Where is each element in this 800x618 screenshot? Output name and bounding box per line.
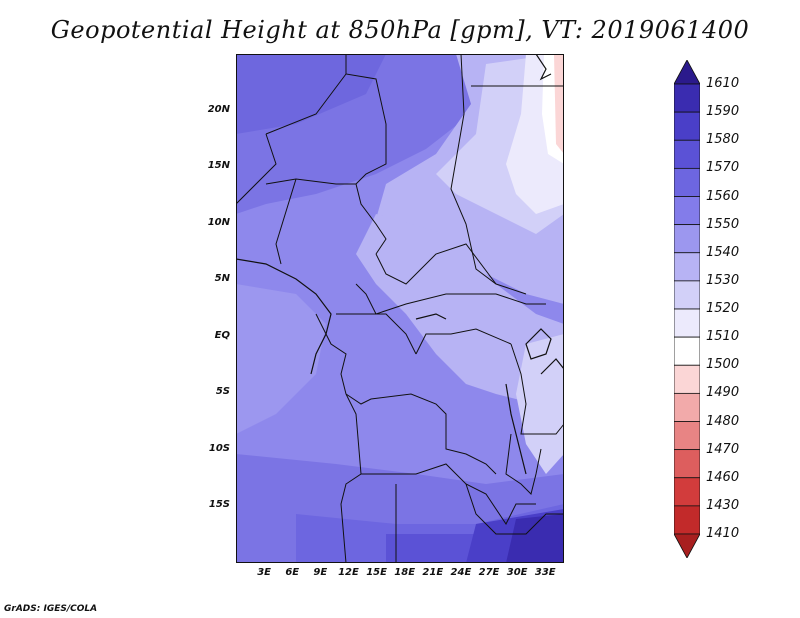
longitude-tick-label: 18E <box>394 567 416 578</box>
latitude-tick-label: 20N <box>207 103 230 115</box>
colorbar-tick-label: 1510 <box>706 329 740 345</box>
colorbar <box>674 60 700 558</box>
latitude-tick-label: 15N <box>207 160 230 172</box>
colorbar-bin <box>674 83 700 113</box>
colorbar-bin <box>674 364 700 394</box>
map-canvas <box>236 54 564 563</box>
colorbar-tick-label: 1590 <box>706 104 740 120</box>
longitude-tick-label: 24E <box>450 567 472 578</box>
colorbar-bin <box>674 196 700 226</box>
longitude-tick-label: 21E <box>422 567 444 578</box>
colorbar-bin <box>674 336 700 366</box>
colorbar-tick-label: 1610 <box>706 76 740 91</box>
colorbar-tick-label: 1530 <box>706 272 740 288</box>
contour-fill-1530-central <box>356 214 564 414</box>
coastlines-lakes <box>236 54 564 475</box>
colorbar-bin <box>674 111 700 141</box>
colorbar-bin <box>674 308 700 338</box>
colorbar-tick-label: 1500 <box>706 357 740 373</box>
longitude-tick-label: 12E <box>338 567 359 578</box>
colorbar-tick-label: 1560 <box>706 188 740 204</box>
colorbar-bin <box>674 252 700 282</box>
colorbar-tick-label: 1580 <box>706 132 740 148</box>
colorbar-bin <box>674 60 700 85</box>
map-title: Geopotential Height at 850hPa [gpm], VT:… <box>50 16 750 44</box>
longitude-tick-label: 6E <box>285 567 300 578</box>
colorbar-tick-label: 1410 <box>706 526 740 541</box>
colorbar-tick-label: 1520 <box>706 301 740 316</box>
colorbar-bin <box>674 167 700 197</box>
colorbar-tick-label: 1490 <box>706 385 740 401</box>
grads-credit: GrADS: IGES/COLA <box>4 604 98 614</box>
colorbar-bin <box>674 449 700 479</box>
colorbar-tick-label: 1460 <box>706 469 740 485</box>
longitude-tick-label: 33E <box>534 567 556 578</box>
colorbar-bin <box>674 477 700 507</box>
colorbar-tick-label: 1570 <box>706 160 740 176</box>
country-borders <box>236 54 564 563</box>
longitude-tick-label: 27E <box>478 567 500 578</box>
contour-fill-1590-south <box>506 514 564 563</box>
latitude-tick-label: 15S <box>208 499 230 511</box>
longitude-tick-label: 9E <box>313 567 328 578</box>
map-panel <box>236 54 564 563</box>
colorbar-tick-label: 1430 <box>706 497 740 513</box>
contour-fill-1540-west <box>236 284 326 434</box>
colorbar-bin <box>674 224 700 254</box>
latitude-tick-label: 5N <box>214 273 230 285</box>
colorbar-bin <box>674 505 700 535</box>
map-frame <box>236 54 564 563</box>
longitude-tick-label: 30E <box>506 567 528 578</box>
latitude-tick-label: EQ <box>214 329 230 341</box>
contour-fill-1490 <box>554 54 564 154</box>
latitude-tick-label: 10S <box>208 442 230 454</box>
latitude-tick-label: 5S <box>215 386 230 398</box>
colorbar-bin <box>674 392 700 422</box>
colorbar-bin <box>674 280 700 310</box>
colorbar-tick-label: 1540 <box>706 244 740 260</box>
colorbar-bin <box>674 533 700 558</box>
colorbar-bin <box>674 421 700 451</box>
colorbar-tick-label: 1480 <box>706 413 740 429</box>
contour-fill-1520-east <box>516 334 564 474</box>
longitude-tick-label: 3E <box>257 567 271 578</box>
latitude-tick-label: 10N <box>207 216 230 228</box>
colorbar-tick-label: 1470 <box>706 441 740 457</box>
colorbar-tick-label: 1550 <box>706 216 740 232</box>
longitude-tick-label: 15E <box>366 567 387 578</box>
colorbar-bin <box>674 139 700 169</box>
